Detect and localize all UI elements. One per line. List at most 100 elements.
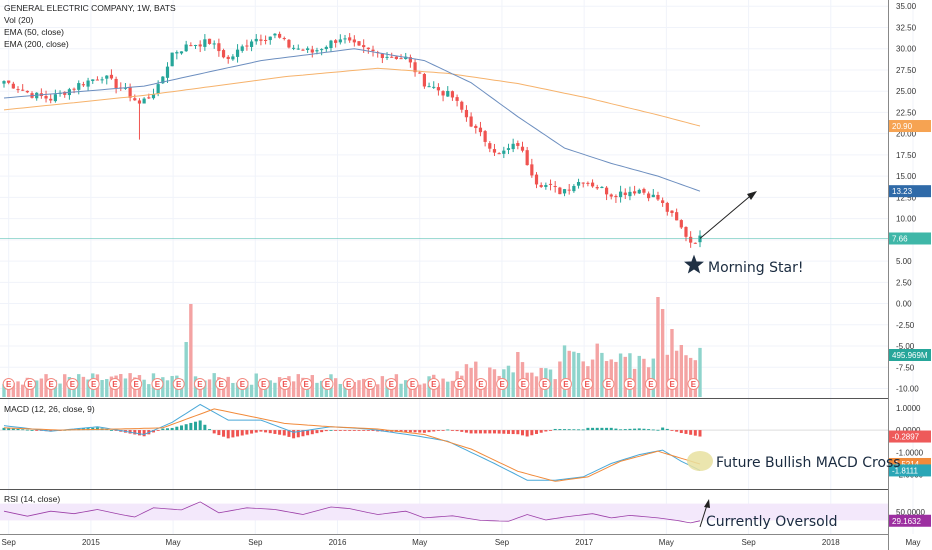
candle-body (352, 39, 356, 43)
macd-histogram-bar (516, 430, 520, 435)
macd-histogram-bar (670, 430, 674, 431)
volume-bar (2, 384, 6, 397)
rsi-title: RSI (14, close) (4, 494, 60, 504)
macd-histogram-bar (240, 430, 244, 436)
candle-body (203, 39, 207, 47)
rsi-value-label-badge[interactable] (889, 514, 931, 527)
rsi-value-label[interactable]: 29.1632 (892, 517, 921, 526)
macd-histogram-bar (287, 430, 291, 437)
volume-bar (474, 361, 478, 397)
volume-bar (628, 353, 632, 397)
volume-label[interactable]: 495.969M (892, 351, 928, 360)
price-label-1[interactable]: 13.23 (892, 187, 913, 196)
volume-bar (170, 375, 174, 397)
volume-bar (333, 378, 338, 397)
macd-histogram-bar (268, 430, 272, 434)
volume-bar (142, 379, 146, 397)
volume-bar (553, 379, 557, 397)
macd-histogram-bar (563, 429, 567, 431)
candle-body (86, 80, 90, 87)
time-tick-label: 2016 (329, 538, 347, 547)
candle-body (693, 242, 697, 244)
earnings-marker (385, 378, 398, 390)
candle-body (142, 98, 146, 104)
macd-value-label-0-badge[interactable] (889, 430, 931, 443)
candle-body (628, 191, 632, 197)
volume-bar (231, 382, 235, 397)
price-label-2[interactable]: 7.66 (892, 234, 908, 243)
candle-body (44, 95, 48, 99)
macd-histogram-bar (348, 430, 352, 431)
macd-histogram-bar (151, 430, 155, 433)
macd-histogram-bar (432, 430, 436, 432)
macd-value-label-2-badge[interactable] (889, 464, 931, 477)
macd-histogram-bar (109, 430, 113, 431)
legend-ema-50: EMA (50, close) (4, 27, 64, 37)
macd-histogram-bar (525, 430, 529, 437)
macd-value-label-0[interactable]: -0.2897 (892, 433, 920, 442)
candle-body (418, 72, 422, 74)
macd-value-label-2[interactable]: -1.8111 (892, 466, 918, 475)
earnings-marker-label: E (585, 380, 591, 389)
macd-histogram-bar (450, 430, 454, 431)
earnings-marker (406, 378, 419, 390)
candle-body (665, 202, 669, 212)
candle-body (455, 97, 459, 101)
price-label-1-badge[interactable] (889, 185, 931, 198)
macd-histogram-bar (156, 430, 160, 431)
candle-body (151, 94, 156, 99)
macd-line (3, 403, 701, 481)
macd-histogram-bar (245, 430, 249, 435)
macd-histogram-bar (651, 429, 655, 431)
macd-histogram-bar (506, 430, 510, 434)
macd-histogram-bar (530, 430, 534, 436)
macd-histogram-bar (460, 430, 464, 432)
candle-body (647, 193, 651, 199)
macd-histogram-bar (441, 430, 445, 431)
candle-body (63, 91, 67, 95)
volume-bar (375, 384, 380, 397)
macd-histogram-bar (492, 430, 496, 434)
candle-body (670, 210, 674, 213)
macd-histogram-bar (427, 430, 431, 433)
earnings-marker-label: E (91, 380, 97, 389)
candle-body (324, 46, 328, 50)
candle-body (123, 87, 128, 89)
macd-histogram-bar (296, 430, 300, 438)
earnings-marker (559, 378, 572, 390)
candle-body (2, 81, 6, 84)
earnings-marker-label: E (325, 380, 331, 389)
price-label-2-badge[interactable] (889, 232, 931, 245)
macd-histogram-bar (329, 430, 333, 431)
macd-histogram-bar (175, 426, 179, 431)
volume-bar (161, 377, 165, 397)
earnings-marker-label: E (367, 380, 373, 389)
macd-histogram-bar (605, 427, 609, 431)
legend-volume: Vol (20) (4, 15, 33, 25)
candle-body (25, 90, 29, 93)
price-label-0[interactable]: 20.90 (892, 122, 913, 131)
earnings-marker (474, 378, 487, 390)
candle-body (600, 186, 604, 189)
macd-histogram-bar (689, 430, 693, 435)
time-tick-label: 2015 (82, 538, 100, 547)
macd-histogram-bar (2, 427, 6, 431)
volume-bar (450, 380, 455, 397)
volume-bar (534, 376, 539, 397)
candle-body (277, 33, 282, 38)
candle-body (530, 164, 534, 176)
price-label-0-badge[interactable] (889, 120, 931, 133)
macd-histogram-bar (422, 430, 426, 433)
macd-histogram-bar (446, 429, 450, 431)
projection-arrow (699, 191, 756, 239)
volume-bar (637, 355, 641, 397)
time-tick-label: 2018 (822, 538, 840, 547)
earnings-marker-label: E (389, 380, 395, 389)
volume-bar (408, 382, 413, 397)
volume-bar (399, 383, 403, 397)
macd-histogram-bar (352, 430, 356, 431)
volume-label-badge[interactable] (889, 349, 931, 361)
macd-histogram-bar (679, 430, 683, 434)
macd-histogram-bar (413, 430, 417, 433)
price-labels[interactable]: 20.9013.237.66495.969M-0.2897-1.5214-1.8… (889, 120, 931, 527)
